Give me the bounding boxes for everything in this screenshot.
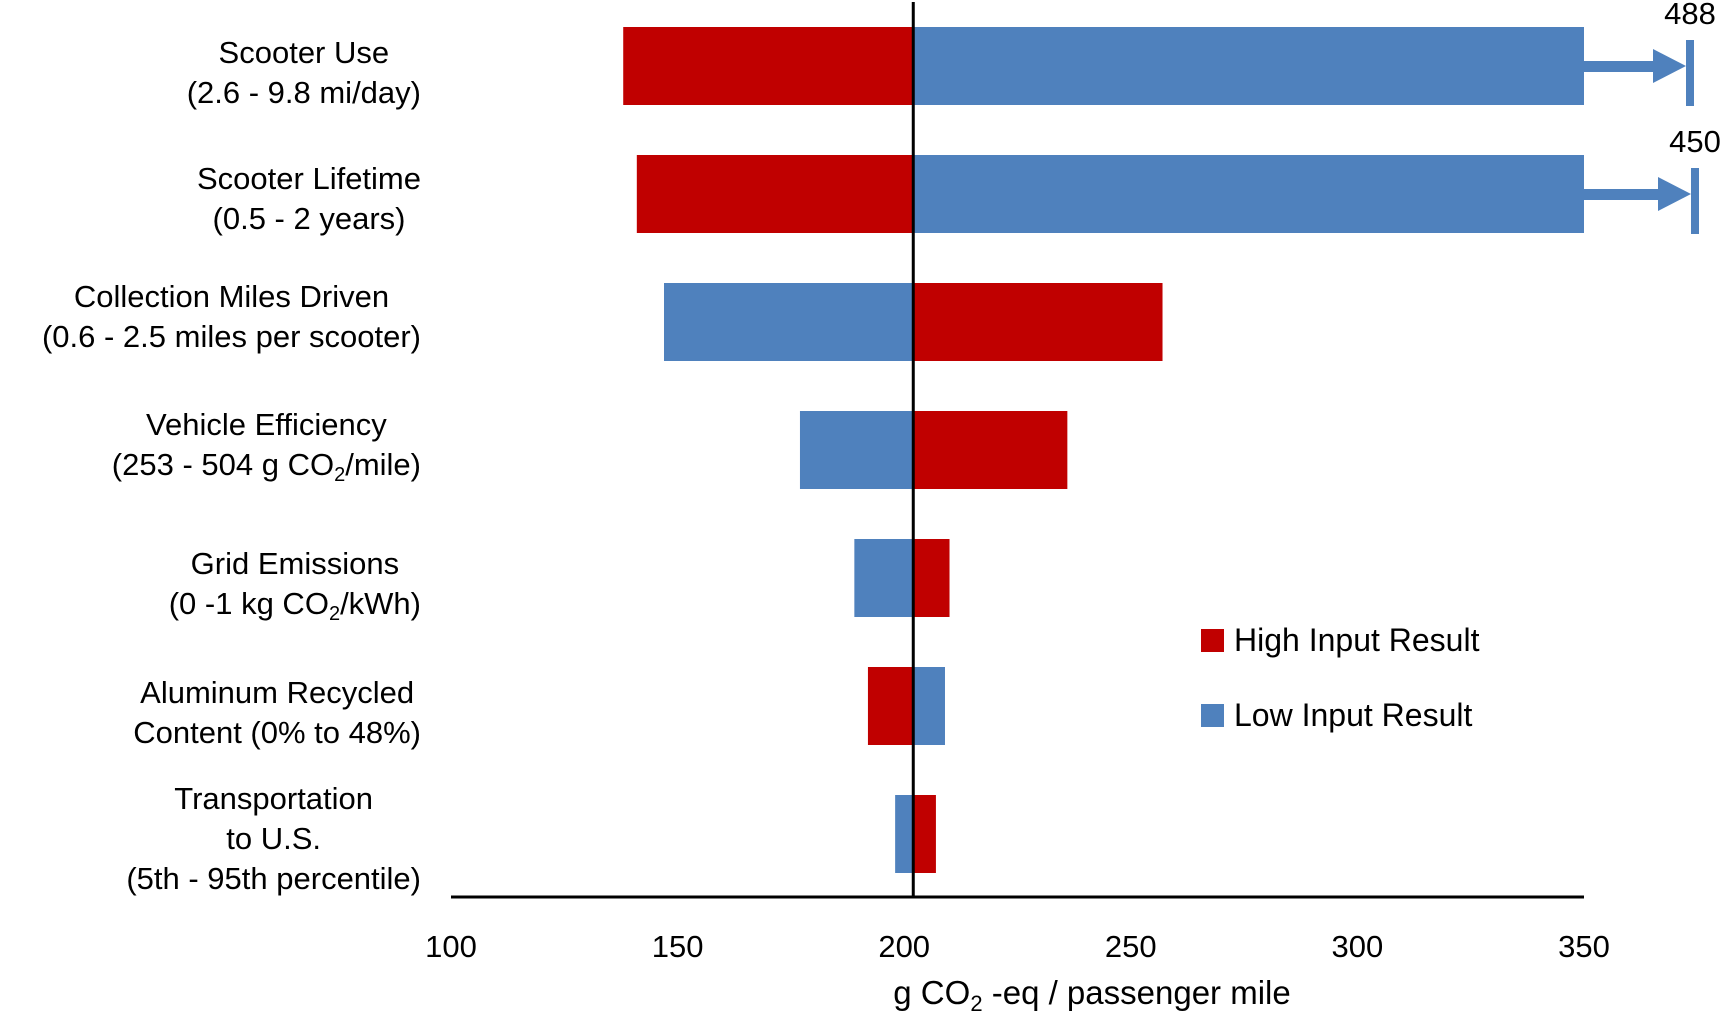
x-tick-label: 100 xyxy=(425,929,477,964)
x-tick-label: 200 xyxy=(878,929,930,964)
bar-high xyxy=(636,155,914,233)
x-axis-title: g CO2 -eq / passenger mile xyxy=(893,974,1290,1016)
subscript: 2 xyxy=(328,603,341,625)
category-label-line: Content (0% to 48%) xyxy=(133,715,421,750)
bar-high xyxy=(913,411,1068,489)
category-label-line: Collection Miles Driven xyxy=(73,279,390,314)
bar-low xyxy=(854,539,914,617)
x-tick-labels: 100 150 200 250 300 350 xyxy=(425,929,1610,964)
category-label-line: Grid Emissions xyxy=(190,546,400,581)
category-label-line: Aluminum Recycled xyxy=(140,675,415,710)
category-label-line: (0.5 - 2 years) xyxy=(212,201,406,236)
bars-layer xyxy=(623,27,1584,873)
bar-high xyxy=(913,539,950,617)
overflow-arrow-shaft xyxy=(1584,61,1654,72)
x-tick-label: 350 xyxy=(1558,929,1610,964)
category-label-line: (253 - 504 g CO2/mile) xyxy=(111,447,421,486)
bar-low xyxy=(895,795,914,873)
overflow-value-label: 488 xyxy=(1664,0,1716,31)
bar-low xyxy=(799,411,914,489)
overflow-value-marker xyxy=(1686,40,1694,106)
bar-low xyxy=(913,667,945,745)
category-label-line: to U.S. xyxy=(226,821,322,856)
legend-item-high: High Input Result xyxy=(1201,622,1479,659)
category-label-line: (5th - 95th percentile) xyxy=(126,861,421,896)
overflow-value-marker xyxy=(1691,168,1699,234)
overflow-arrow-head xyxy=(1653,49,1686,83)
category-label-line: Scooter Lifetime xyxy=(197,161,421,196)
legend-swatch-high xyxy=(1201,629,1224,652)
category-label: Transportation to U.S. (5th - 95th percent… xyxy=(126,779,421,899)
bar-low xyxy=(664,283,914,361)
bar-low xyxy=(913,155,1584,233)
category-label-line: (0.6 - 2.5 miles per scooter) xyxy=(41,319,421,354)
category-label: Aluminum Recycled Content (0% to 48%) xyxy=(133,673,421,753)
category-label: Vehicle Efficiency (253 - 504 g CO2/mile) xyxy=(112,405,421,485)
overflow-arrow-head xyxy=(1658,177,1691,211)
legend-label-low: Low Input Result xyxy=(1234,697,1473,733)
legend-label-high: High Input Result xyxy=(1234,622,1480,658)
legend-item-low: Low Input Result xyxy=(1201,697,1472,734)
subscript: 2 xyxy=(334,464,346,486)
bar-high xyxy=(623,27,914,105)
overflow-arrows-layer: 488 450 xyxy=(1584,0,1720,234)
category-label-line: Vehicle Efficiency xyxy=(146,407,387,442)
overflow-value-label: 450 xyxy=(1669,124,1720,159)
legend-swatch-low xyxy=(1201,704,1224,727)
category-label: Grid Emissions (0 -1 kg CO2/kWh) xyxy=(169,544,421,624)
x-tick-label: 150 xyxy=(652,929,704,964)
category-label-line: Scooter Use xyxy=(218,35,390,70)
category-label-line: Transportation xyxy=(174,781,374,816)
category-label-line: (0 -1 kg CO2/kWh) xyxy=(168,586,421,625)
bar-high xyxy=(913,795,936,873)
category-label: Collection Miles Driven (0.6 - 2.5 miles … xyxy=(42,277,421,357)
bar-high xyxy=(913,283,1163,361)
bar-low xyxy=(913,27,1584,105)
category-label: Scooter Use (2.6 - 9.8 mi/day) xyxy=(187,33,421,113)
overflow-arrow-shaft xyxy=(1584,189,1659,200)
bar-high xyxy=(867,667,914,745)
x-tick-label: 300 xyxy=(1332,929,1384,964)
x-tick-label: 250 xyxy=(1105,929,1157,964)
category-label-line: (2.6 - 9.8 mi/day) xyxy=(186,75,421,110)
category-label: Scooter Lifetime (0.5 - 2 years) xyxy=(197,159,421,239)
